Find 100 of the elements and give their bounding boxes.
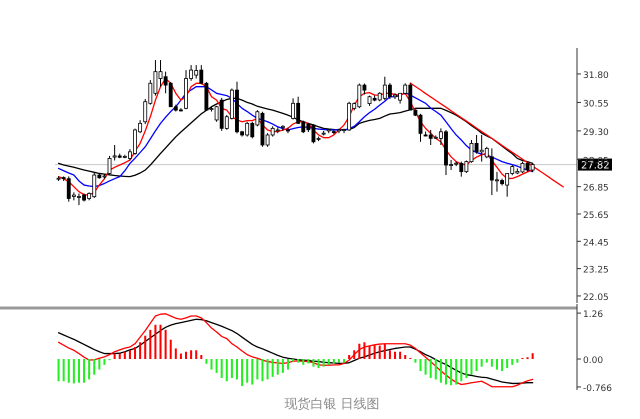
- bar: [297, 359, 300, 363]
- bar: [450, 359, 452, 386]
- bar: [190, 350, 192, 360]
- bar: [328, 359, 330, 365]
- bar: [184, 352, 188, 360]
- bar: [195, 350, 198, 360]
- y-tick-label: 23.25: [583, 266, 609, 276]
- bar: [246, 359, 248, 383]
- bar: [118, 354, 121, 360]
- bar: [98, 359, 100, 370]
- bar: [465, 359, 468, 378]
- bar: [93, 359, 96, 375]
- y-tick-label: 25.65: [583, 210, 609, 221]
- text: 现货白银 日线图: [284, 397, 380, 412]
- bar: [216, 359, 218, 373]
- bar: [83, 359, 86, 383]
- y-tick-label: -0.766: [583, 384, 612, 394]
- bar: [139, 342, 142, 360]
- bar: [444, 359, 448, 385]
- bar: [170, 340, 172, 360]
- bar: [78, 359, 80, 383]
- bar: [399, 352, 402, 360]
- y-tick-label: 1.26: [583, 310, 604, 320]
- bar: [414, 359, 416, 363]
- bar: [511, 359, 514, 365]
- bar: [490, 359, 493, 367]
- bar: [363, 342, 366, 360]
- bar: [486, 359, 488, 363]
- bar: [180, 354, 182, 360]
- bar: [62, 359, 65, 382]
- bar: [68, 359, 70, 383]
- bar: [455, 359, 458, 385]
- bar: [318, 359, 320, 368]
- bar: [272, 359, 274, 377]
- bar: [394, 352, 396, 360]
- bar: [200, 355, 202, 360]
- bar: [128, 350, 131, 360]
- bar: [256, 359, 258, 380]
- bar: [88, 359, 90, 380]
- bar: [134, 346, 136, 360]
- bar: [261, 359, 264, 382]
- bar: [302, 359, 304, 365]
- bar: [220, 359, 223, 378]
- y-tick-label: 24.45: [583, 238, 609, 248]
- line-series: [410, 82, 564, 188]
- bar: [338, 359, 340, 363]
- bar: [480, 359, 483, 367]
- y-tick-label: 31.80: [583, 70, 610, 81]
- bar: [72, 359, 75, 384]
- bar: [286, 359, 289, 370]
- bar: [241, 359, 244, 386]
- bar: [358, 344, 360, 360]
- bar: [440, 359, 442, 383]
- y-tick-label: 22.05: [583, 292, 609, 303]
- bar: [460, 359, 462, 382]
- bar: [160, 324, 162, 360]
- y-tick-label: 0.00: [583, 356, 604, 366]
- bar: [205, 359, 208, 364]
- bar: [226, 359, 228, 382]
- bar: [322, 359, 325, 367]
- bar: [307, 359, 310, 364]
- y-tick-label: 29.30: [583, 128, 610, 138]
- bar: [430, 359, 432, 378]
- bar: [164, 330, 167, 360]
- bar: [230, 359, 233, 378]
- bar: [282, 359, 284, 373]
- bar: [236, 359, 238, 380]
- bar: [353, 350, 356, 360]
- bar: [292, 359, 294, 362]
- bar: [343, 359, 346, 363]
- bar: [266, 359, 269, 380]
- bar: [532, 353, 534, 360]
- bar: [419, 359, 422, 372]
- bar: [124, 352, 126, 360]
- bar: [368, 346, 371, 360]
- bar: [332, 359, 335, 364]
- bar: [516, 359, 518, 363]
- bar: [424, 359, 427, 375]
- bar: [58, 359, 60, 382]
- candlestick: [108, 155, 112, 175]
- bar: [103, 359, 106, 365]
- bar: [476, 359, 478, 372]
- bar: [174, 348, 177, 360]
- bar: [149, 330, 152, 360]
- bar: [114, 354, 116, 360]
- bar: [501, 359, 504, 372]
- bar: [470, 359, 472, 375]
- y-tick-label: 30.55: [583, 99, 609, 110]
- bar: [348, 355, 350, 360]
- bar: [434, 359, 437, 380]
- bar: [374, 346, 376, 360]
- bar: [496, 359, 498, 370]
- bar: [384, 344, 386, 360]
- bar: [378, 346, 381, 360]
- bar: [154, 324, 156, 360]
- bar: [506, 359, 508, 368]
- bar: [312, 359, 314, 367]
- bar: [210, 359, 213, 370]
- bar: [404, 355, 406, 360]
- bar: [144, 336, 146, 360]
